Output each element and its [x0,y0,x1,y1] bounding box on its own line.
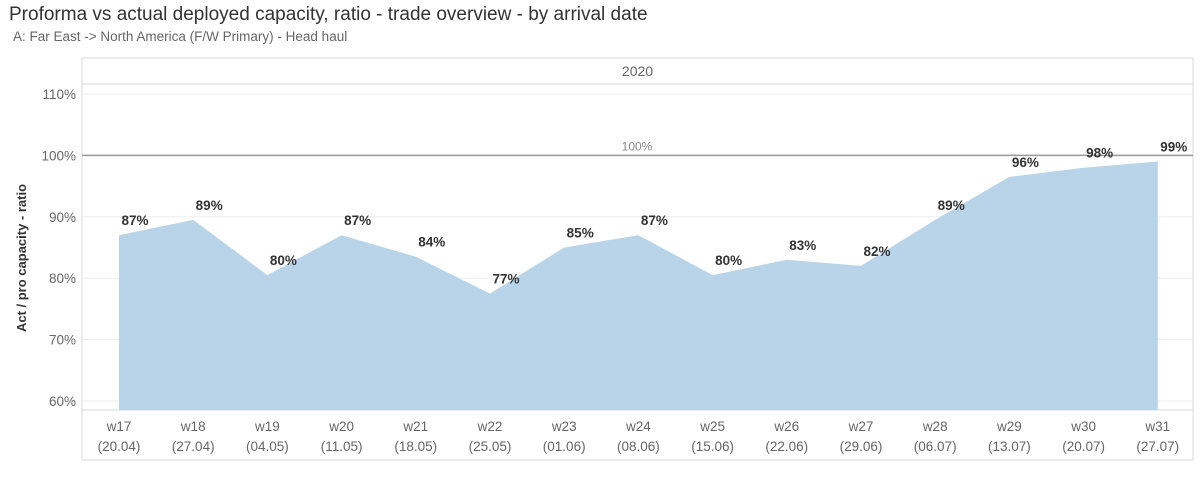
y-axis: 60% 70% 80% 90% 100% 110% Act / pro capacity -… [14,87,76,409]
x-tick-label: w28 [922,419,948,434]
x-tick-label: w19 [254,419,280,434]
data-label: 89% [938,198,965,213]
data-label: 96% [1012,155,1039,170]
y-tick-label: 60% [49,394,76,409]
chart-title: Proforma vs actual deployed capacity, ra… [9,4,648,25]
x-tick-label: w25 [699,419,725,434]
area-fill [119,161,1158,410]
x-tick-date: (11.05) [321,439,363,454]
x-tick-date: (27.07) [1136,439,1179,454]
data-labels: 87% 89% 80% 87% 84% 77% 85% 87% 80% 83% 82% 89% 96% 9… [121,140,1187,287]
data-label: 87% [344,213,371,228]
x-axis: w17 (20.04) w18 (27.04) w19 (04.05) w20 (11.05)… [98,419,1180,454]
x-tick-label: w17 [106,419,132,434]
data-label: 80% [715,253,742,268]
data-label: 87% [641,213,668,228]
chart-subtitle: A: Far East -> North America (F/W Primar… [13,29,348,44]
x-tick-label: w20 [328,419,354,434]
data-label: 98% [1086,146,1113,161]
x-tick-date: (29.06) [840,439,883,454]
x-tick-date: (04.05) [246,439,289,454]
data-label: 83% [789,238,816,253]
x-tick-label: w26 [773,419,799,434]
x-tick-date: (27.04) [172,439,215,454]
y-tick-label: 80% [49,271,76,286]
x-tick-date: (20.07) [1062,439,1105,454]
area-series: 100% [82,139,1193,410]
x-tick-date: (15.06) [691,439,734,454]
x-tick-label: w18 [180,419,206,434]
y-tick-label: 90% [49,210,76,225]
x-tick-label: w22 [477,419,503,434]
x-tick-label: w27 [848,419,874,434]
x-tick-label: w24 [625,419,651,434]
data-label: 80% [270,253,297,268]
data-label: 85% [567,226,594,241]
y-tick-label: 70% [49,333,76,348]
y-tick-label: 110% [42,87,76,102]
x-tick-date: (01.06) [543,439,586,454]
x-tick-date: (25.05) [469,439,512,454]
x-tick-date: (06.07) [914,439,957,454]
x-tick-label: w30 [1070,419,1096,434]
x-tick-date: (13.07) [988,439,1031,454]
x-tick-date: (18.05) [394,439,437,454]
x-tick-label: w21 [402,419,428,434]
data-label: 82% [863,244,890,259]
data-label: 87% [121,213,148,228]
x-tick-date: (22.06) [765,439,808,454]
data-label: 99% [1160,140,1187,155]
data-label: 89% [196,198,223,213]
year-header: 2020 [622,63,653,79]
x-tick-label: w31 [1144,419,1170,434]
data-label: 77% [492,272,519,287]
y-axis-title: Act / pro capacity - ratio [14,184,29,332]
reference-line-label: 100% [622,139,653,153]
data-label: 84% [418,235,445,250]
x-tick-label: w23 [551,419,577,434]
x-tick-date: (08.06) [617,439,660,454]
x-tick-label: w29 [996,419,1022,434]
y-tick-label: 100% [41,148,76,163]
x-tick-date: (20.04) [98,439,141,454]
